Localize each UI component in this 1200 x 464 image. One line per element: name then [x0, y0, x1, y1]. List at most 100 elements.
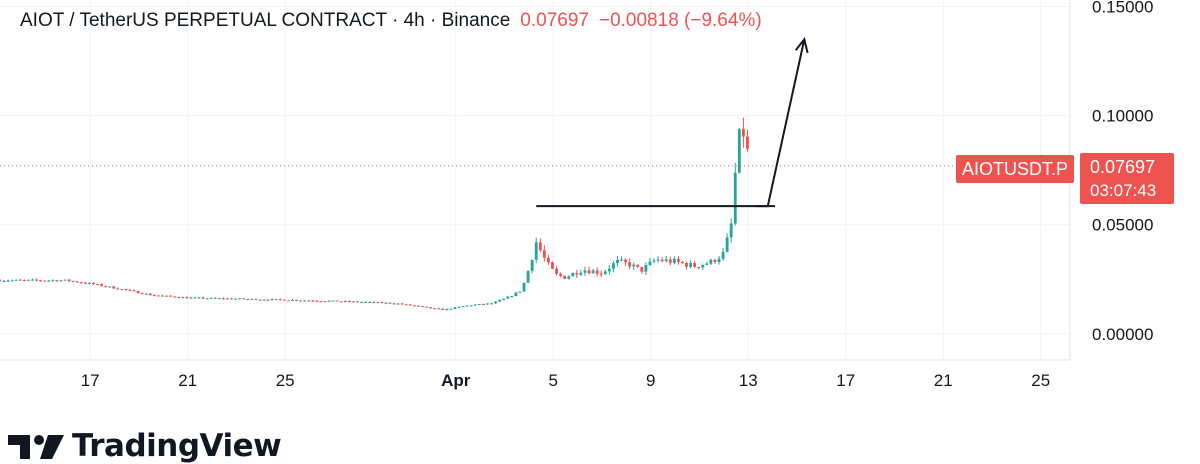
time-tick-label: 13 — [739, 371, 758, 390]
candle-body — [87, 282, 91, 284]
candle-body — [628, 262, 632, 267]
candle-body — [79, 282, 83, 284]
price-change-value: −0.00818 (−9.64%) — [598, 10, 762, 31]
time-tick-label: 5 — [549, 371, 558, 390]
candle-body — [270, 299, 274, 301]
candle-body — [498, 299, 502, 302]
candle-body — [169, 295, 173, 297]
candle-body — [319, 301, 323, 303]
candle-body — [676, 258, 680, 262]
price-tick-label: 0.10000 — [1092, 107, 1153, 126]
candle-body — [429, 307, 433, 309]
candle-body — [481, 304, 485, 306]
candle-body — [35, 279, 38, 281]
candle-body — [534, 242, 538, 260]
candle-body — [250, 298, 254, 300]
candle-body — [421, 306, 424, 308]
candle-countdown: 03:07:43 — [1090, 181, 1157, 200]
candle-body — [197, 297, 201, 299]
candle-body — [656, 259, 660, 261]
candle-body — [453, 307, 457, 309]
candle-body — [39, 280, 43, 282]
candle-body — [209, 297, 213, 299]
price-badge-value: 0.07697 — [1090, 157, 1156, 177]
candle-body — [299, 300, 303, 302]
candle-body — [339, 301, 343, 303]
price-axis: 0.15000 0.10000 0.05000 0.00000 — [1092, 0, 1153, 344]
candle-body — [31, 279, 34, 281]
candle-body — [697, 267, 701, 269]
candle-body — [571, 273, 575, 277]
candle-body — [469, 305, 473, 307]
candle-body — [193, 297, 197, 299]
candle-body — [59, 280, 63, 282]
candle-body — [258, 299, 262, 301]
tradingview-logo[interactable]: TradingView — [8, 428, 282, 464]
candle-body — [315, 300, 319, 302]
candle-body — [100, 284, 103, 287]
candle-body — [347, 301, 351, 303]
candle-body — [124, 289, 128, 291]
candle-body — [685, 263, 688, 267]
candle-body — [611, 263, 615, 269]
candle-body — [701, 264, 705, 268]
candle-body — [579, 272, 583, 275]
candle-body — [217, 298, 221, 300]
candle-body — [689, 262, 693, 267]
candle-body — [741, 128, 745, 137]
candle-body — [526, 270, 530, 283]
candle-body — [477, 304, 481, 306]
candle-body — [563, 275, 567, 279]
time-tick-label: 21 — [178, 371, 197, 390]
candle-body — [372, 301, 376, 303]
drawings-layer — [536, 37, 809, 208]
candle-body — [404, 304, 408, 306]
candle-body — [737, 128, 741, 173]
candle-body — [201, 297, 205, 299]
candle-body — [75, 281, 79, 283]
candle-body — [230, 298, 233, 300]
time-tick-label: 17 — [836, 371, 855, 390]
candle-body — [83, 282, 87, 284]
candle-body — [555, 268, 558, 274]
candle-body — [323, 301, 327, 303]
candle-body — [437, 308, 441, 310]
candle-body — [425, 306, 428, 308]
candles-layer — [0, 117, 749, 311]
chart-grid — [0, 0, 1071, 361]
candle-body — [157, 295, 160, 297]
candle-body — [246, 299, 250, 301]
candle-body — [92, 282, 95, 285]
tradingview-logo-icon — [8, 435, 64, 459]
candle-body — [144, 293, 148, 295]
candle-body — [599, 273, 603, 275]
candle-body — [607, 268, 611, 272]
candle-body — [116, 288, 120, 290]
candle-body — [408, 304, 412, 306]
candle-body — [587, 270, 591, 274]
candle-body — [490, 303, 493, 305]
candle-body — [559, 273, 563, 276]
candle-body — [0, 280, 2, 282]
candle-body — [681, 261, 684, 264]
candle-body — [351, 301, 355, 303]
candle-body — [282, 299, 286, 301]
candle-body — [660, 259, 664, 262]
candle-body — [152, 295, 156, 297]
candle-body — [591, 270, 595, 274]
candle-body — [140, 293, 144, 295]
candle-body — [506, 296, 510, 299]
candle-body — [546, 257, 550, 263]
symbol-title[interactable]: AIOT / TetherUS PERPETUAL CONTRACT · 4h … — [20, 10, 511, 31]
candle-body — [486, 303, 489, 305]
arrowhead — [794, 37, 809, 54]
candle-body — [67, 279, 71, 282]
candle-body — [136, 291, 140, 294]
candle-body — [47, 280, 51, 282]
candle-body — [400, 303, 404, 305]
time-tick-label: 17 — [81, 371, 100, 390]
candle-body — [461, 306, 465, 308]
candle-body — [51, 280, 55, 282]
candle-body — [266, 299, 270, 301]
